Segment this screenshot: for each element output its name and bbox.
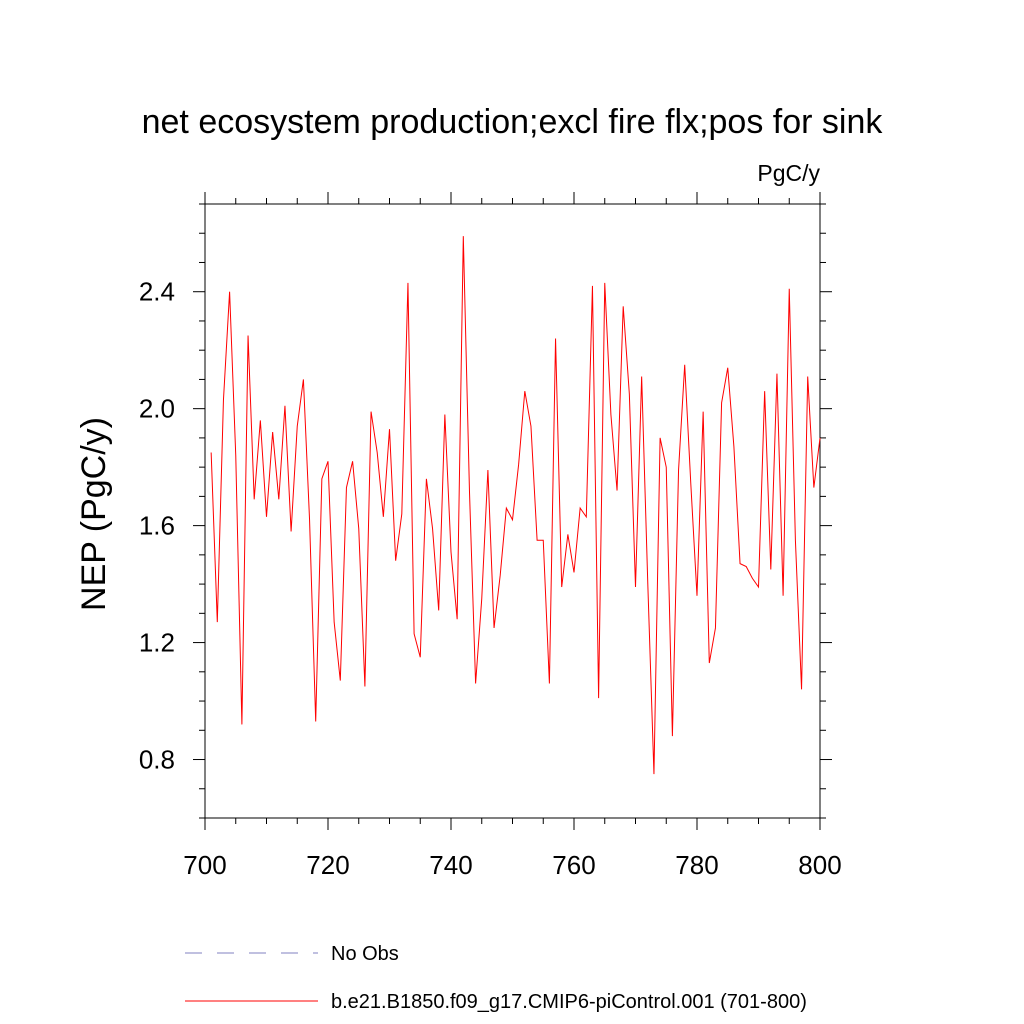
axis-tick-labels: 700 720 740 760 780 800 0.8 1.2 1.6 2.0 2.4 <box>139 277 842 880</box>
y-tick-label: 2.4 <box>139 277 175 307</box>
chart-title: net ecosystem production;excl fire flx;p… <box>142 103 884 141</box>
y-axis-label: NEP (PgC/y) <box>75 417 113 611</box>
axis-ticks <box>193 192 832 830</box>
x-tick-label: 720 <box>306 850 349 880</box>
plot-frame <box>204 203 821 819</box>
x-tick-label: 760 <box>552 850 595 880</box>
x-tick-label: 800 <box>798 850 841 880</box>
y-tick-label: 0.8 <box>139 745 175 775</box>
x-tick-label: 780 <box>675 850 718 880</box>
y-tick-label: 1.2 <box>139 628 175 658</box>
series-line <box>210 236 821 775</box>
legend-label: No Obs <box>331 943 399 965</box>
data-series-group <box>210 236 821 775</box>
x-tick-label: 740 <box>429 850 472 880</box>
legend-label: b.e21.B1850.f09_g17.CMIP6-piControl.001 … <box>331 991 807 1013</box>
units-label: PgC/y <box>757 160 820 186</box>
y-tick-label: 2.0 <box>139 394 175 424</box>
x-tick-label: 700 <box>183 850 226 880</box>
legend: No Obs b.e21.B1850.f09_g17.CMIP6-piContro… <box>185 943 807 1013</box>
y-tick-label: 1.6 <box>139 511 175 541</box>
